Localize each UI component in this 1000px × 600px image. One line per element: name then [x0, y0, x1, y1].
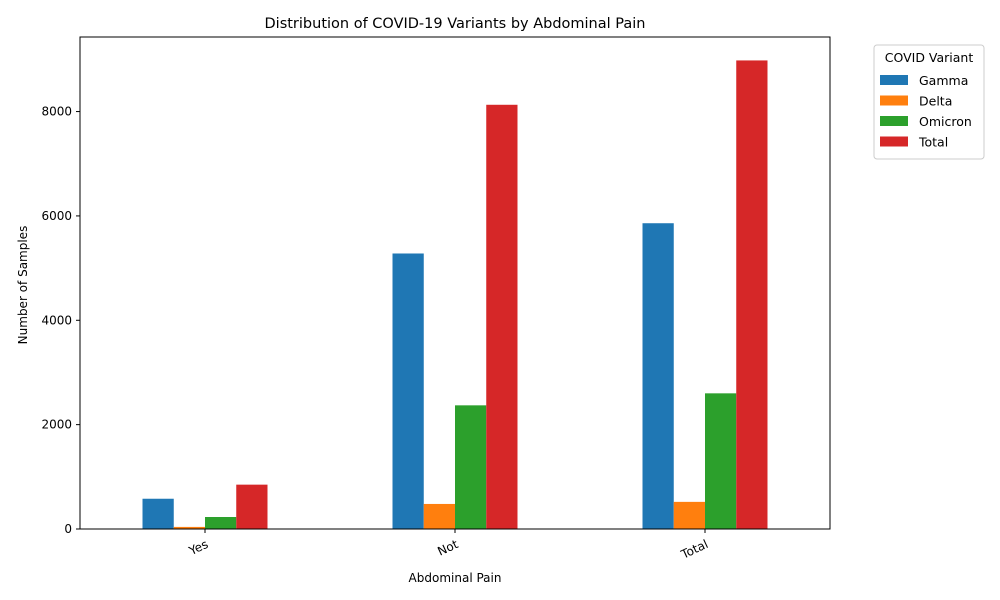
- legend-label-total: Total: [918, 135, 948, 150]
- x-tick-label: Total: [678, 537, 710, 562]
- bar-omicron-total: [705, 393, 737, 529]
- bar-total-total: [736, 60, 768, 530]
- bar-total-not: [486, 104, 518, 529]
- bar-gamma-yes: [142, 498, 174, 529]
- y-axis-label: Number of Samples: [16, 226, 30, 345]
- legend-label-omicron: Omicron: [919, 114, 972, 129]
- legend-box: [873, 44, 985, 160]
- y-tick-label: 0: [64, 522, 72, 536]
- x-axis-label: Abdominal Pain: [409, 571, 502, 585]
- y-tick-label: 4000: [41, 313, 72, 327]
- plot-area: 0 2000 4000 6000 8000 Yes Not Total: [41, 36, 831, 562]
- bar-delta-yes: [173, 526, 205, 529]
- x-tick-label: Yes: [186, 537, 210, 558]
- legend-swatch-total: [880, 136, 908, 147]
- legend-swatch-delta: [880, 95, 908, 106]
- chart-title: Distribution of COVID-19 Variants by Abd…: [265, 16, 646, 32]
- y-tick-label: 6000: [41, 209, 72, 223]
- bar-omicron-yes: [205, 517, 237, 529]
- bar-total-yes: [236, 484, 268, 529]
- bar-gamma-not: [392, 253, 424, 530]
- y-tick-label: 8000: [41, 105, 72, 119]
- legend: COVID Variant Gamma Delta Omicron Total: [873, 44, 985, 160]
- bar-gamma-total: [642, 223, 674, 530]
- bar-delta-not: [423, 503, 455, 529]
- legend-label-delta: Delta: [919, 94, 952, 109]
- legend-label-gamma: Gamma: [919, 73, 968, 88]
- y-tick-label: 2000: [41, 418, 72, 432]
- bar-delta-total: [673, 501, 705, 529]
- bar-omicron-not: [455, 405, 487, 529]
- x-tick-label: Not: [435, 537, 460, 559]
- legend-swatch-gamma: [880, 75, 908, 85]
- legend-swatch-omicron: [880, 116, 908, 126]
- legend-title: COVID Variant: [885, 50, 974, 65]
